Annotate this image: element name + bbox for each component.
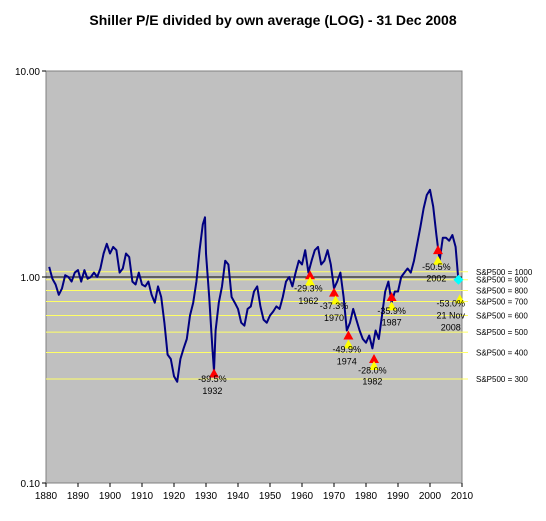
x-tick-label: 1940 (227, 491, 250, 502)
level-label: S&P500 = 600 (476, 312, 528, 321)
level-label: S&P500 = 300 (476, 375, 528, 384)
annotation-label: 1982 (362, 377, 382, 387)
annotation-label: 1987 (382, 318, 402, 328)
series-line (48, 188, 460, 383)
annotation-label: -29.3% (294, 284, 323, 294)
x-tick-label: 2000 (419, 491, 442, 502)
trough-marker (433, 255, 443, 265)
markers-layer (209, 245, 465, 378)
y-axis: 0.10 1.00 10.00 (15, 67, 46, 490)
x-tick-label: 1960 (291, 491, 314, 502)
y-tick-label: 1.00 (21, 273, 41, 284)
peak-marker (433, 245, 443, 255)
trough-marker (369, 360, 379, 370)
x-tick-label: 2010 (451, 491, 474, 502)
level-label: S&P500 = 1000 (476, 268, 533, 277)
x-tick-label: 1950 (259, 491, 282, 502)
x-tick-label: 1880 (35, 491, 58, 502)
peak-marker (369, 353, 379, 363)
level-label: S&P500 = 700 (476, 298, 528, 307)
level-label: S&P500 = 800 (476, 286, 528, 295)
trough-marker (454, 294, 465, 304)
x-tick-label: 1890 (67, 491, 90, 502)
annotation-label: 21 Nov (437, 310, 466, 320)
trough-marker (305, 276, 315, 286)
annotations-layer: -89.5% 1932 -29.3% 1962 -37.3% 1970 -49.9% 1974… (198, 262, 465, 396)
y-tick-label: 10.00 (15, 67, 40, 78)
level-label: S&P500 = 500 (476, 328, 528, 337)
y-tick-label: 0.10 (21, 479, 41, 490)
annotation-label: -50.5% (422, 262, 451, 272)
x-tick-label: 1970 (323, 491, 346, 502)
annotation-label: -53.0% (437, 298, 466, 308)
current-marker (453, 274, 464, 285)
x-tick-label: 1990 (387, 491, 410, 502)
annotation-label: -35.9% (377, 306, 406, 316)
peak-marker (209, 368, 219, 378)
annotation-label: -28.0% (358, 366, 387, 376)
series-layer (48, 188, 460, 383)
x-axis: 1880 1890 1900 1910 1920 1930 1940 1950 1960 1970… (35, 483, 474, 502)
x-tick-label: 1930 (195, 491, 218, 502)
annotation-label: -49.9% (333, 345, 362, 355)
peak-marker (305, 270, 315, 280)
annotation-label: 2002 (426, 274, 446, 284)
x-tick-label: 1910 (131, 491, 154, 502)
peak-marker (343, 330, 354, 340)
x-tick-label: 1900 (99, 491, 122, 502)
annotation-label: 1932 (202, 386, 222, 396)
annotation-label: 2008 (441, 322, 461, 332)
x-tick-label: 1980 (355, 491, 378, 502)
level-label: S&P500 = 400 (476, 349, 528, 358)
annotation-label: -37.3% (320, 301, 349, 311)
peak-marker (329, 287, 339, 297)
trough-marker (343, 339, 354, 349)
level-label: S&P500 = 900 (476, 276, 528, 285)
trough-marker (330, 295, 341, 305)
annotation-label: 1970 (324, 313, 344, 323)
annotation-label: 1962 (298, 296, 318, 306)
annotation-label: -89.5% (198, 374, 227, 384)
chart-title: Shiller P/E divided by own average (LOG)… (89, 12, 457, 28)
trough-marker (386, 301, 397, 311)
x-tick-label: 1920 (163, 491, 186, 502)
annotation-label: 1974 (337, 357, 357, 367)
peak-marker (386, 291, 397, 301)
